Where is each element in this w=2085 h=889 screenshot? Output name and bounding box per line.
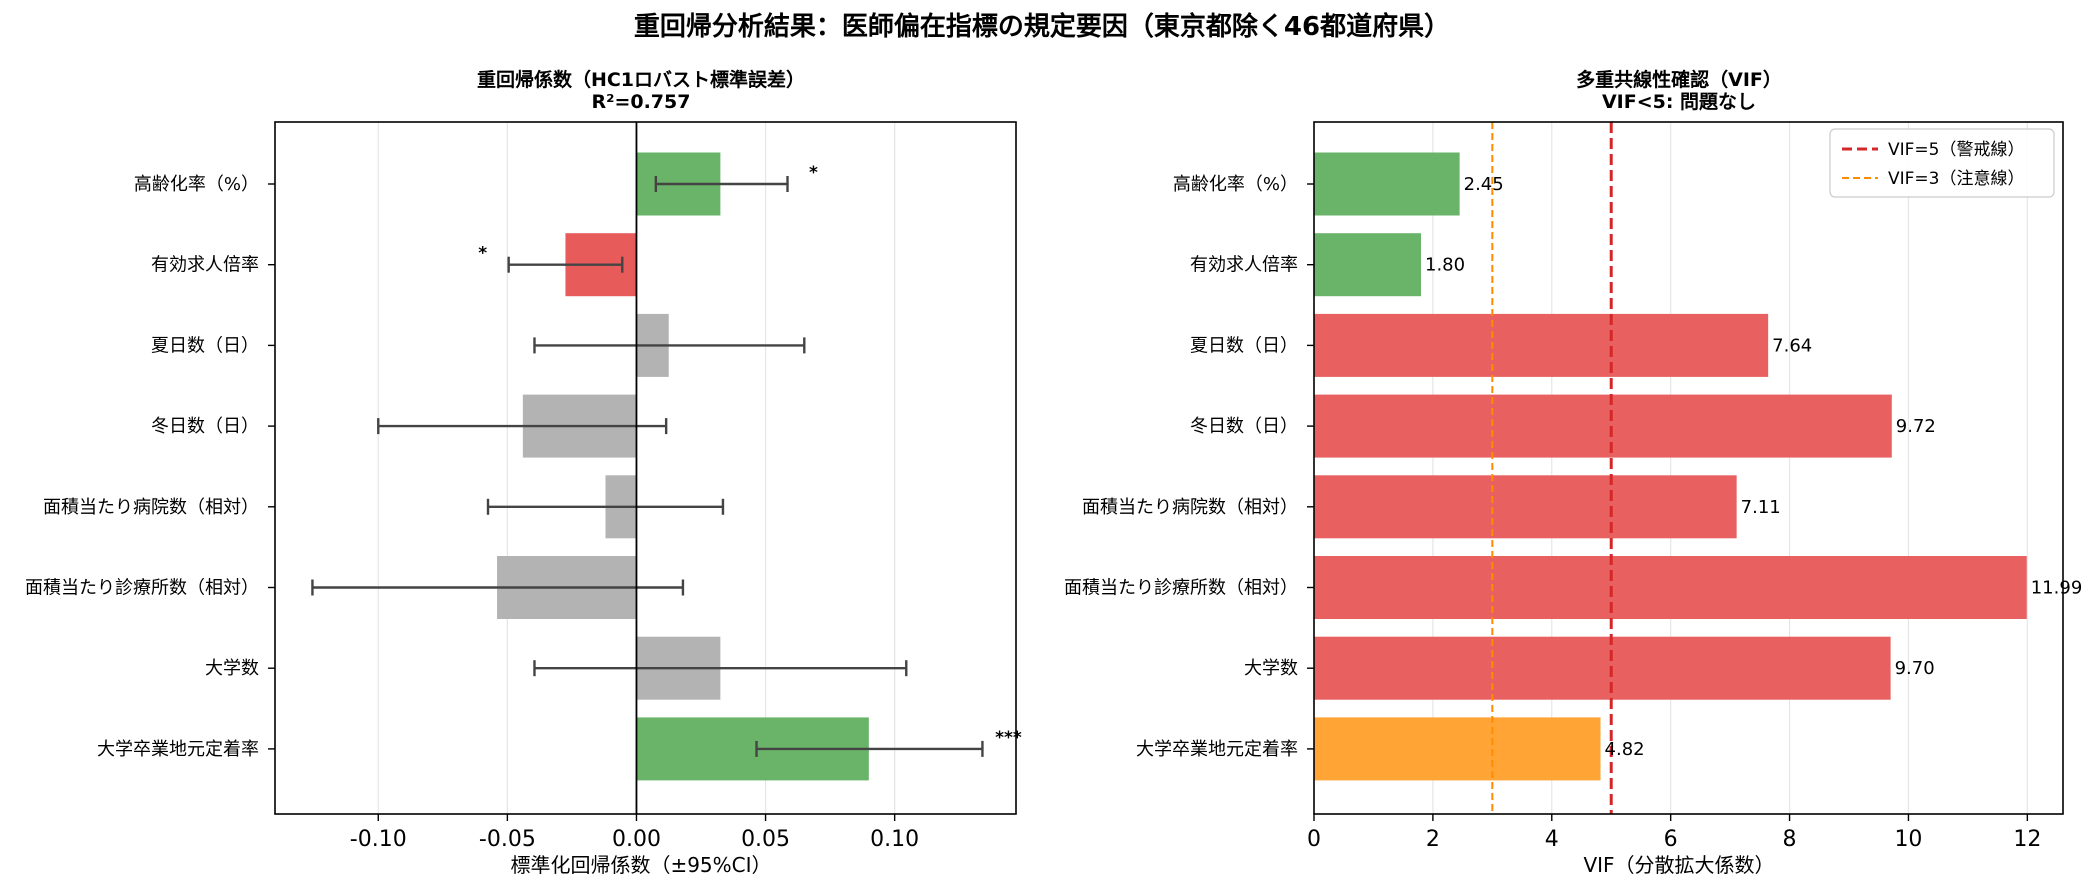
- legend-box: [1829, 128, 2055, 198]
- x-tick-label: -0.10: [350, 827, 407, 852]
- category-label: 面積当たり診療所数（相対）: [1064, 578, 1298, 599]
- category-label: 大学卒業地元定着率: [1136, 739, 1298, 760]
- vif-value-label: 1.80: [1425, 255, 1465, 276]
- coefficient-axes-frame: [274, 121, 1017, 815]
- vif-value-label: 2.45: [1464, 174, 1504, 195]
- x-tick-label: 2: [1426, 827, 1440, 852]
- significance-markers: *****: [478, 163, 1022, 748]
- vif-value-label: 7.64: [1772, 335, 1812, 356]
- vif-value-label: 9.70: [1895, 658, 1935, 679]
- category-label: 冬日数（日）: [151, 416, 259, 437]
- x-tick-label: 0.00: [612, 827, 661, 852]
- coefficient-x-ticks: -0.10 -0.05 0.00 0.05 0.10: [350, 814, 919, 852]
- vif-value-labels: 2.45 1.80 7.64 9.72 7.11 11.99 9.70 4.82: [1425, 174, 2082, 760]
- vif-gridlines: [1313, 122, 2028, 814]
- x-tick-label: 0.10: [870, 827, 919, 852]
- bar: [1314, 556, 2027, 619]
- coefficient-x-label: 標準化回帰係数（±95%CI）: [510, 853, 771, 877]
- bar: [1314, 394, 1892, 458]
- vif-value-label: 7.11: [1741, 497, 1781, 518]
- category-label: 面積当たり診療所数（相対）: [25, 578, 259, 599]
- coefficient-error-bars: [311, 176, 984, 757]
- category-label: 大学卒業地元定着率: [97, 739, 259, 760]
- vif-value-label: 4.82: [1605, 739, 1645, 760]
- x-tick-label: 12: [2013, 827, 2041, 852]
- x-tick-label: 8: [1783, 827, 1797, 852]
- bar: [1314, 717, 1601, 781]
- bar: [1314, 313, 1769, 377]
- bar: [1314, 233, 1421, 297]
- coefficient-title: 重回帰係数（HC1ロバスト標準誤差）: [477, 68, 805, 91]
- category-label: 有効求人倍率: [151, 255, 259, 276]
- category-label: 大学数: [205, 658, 259, 679]
- bar: [1314, 475, 1737, 539]
- category-label: 冬日数（日）: [1190, 416, 1298, 437]
- vif-axes-frame: [1313, 121, 2064, 815]
- x-tick-label: 6: [1664, 827, 1678, 852]
- category-label: 夏日数（日）: [151, 335, 259, 356]
- x-tick-label: 10: [1894, 827, 1922, 852]
- vif-value-label: 11.99: [2031, 578, 2083, 599]
- category-label: 高齢化率（%）: [134, 174, 259, 195]
- coefficient-panel: 重回帰係数（HC1ロバスト標準誤差） R²=0.757 ***** 高齢化率（%…: [25, 68, 1022, 877]
- coefficient-subtitle: R²=0.757: [592, 91, 691, 113]
- vif-x-ticks: 0 2 4 6 8 10 12: [1307, 814, 2041, 852]
- category-label: 大学数: [1244, 658, 1298, 679]
- x-tick-label: -0.05: [479, 827, 536, 852]
- vif-title: 多重共線性確認（VIF）: [1576, 68, 1782, 91]
- category-label: 面積当たり病院数（相対）: [1082, 497, 1298, 518]
- bar: [1314, 152, 1460, 216]
- vif-x-label: VIF（分散拡大係数）: [1583, 853, 1774, 877]
- coefficient-bars: [497, 152, 869, 781]
- significance-marker: ***: [995, 728, 1022, 748]
- significance-marker: *: [809, 163, 818, 183]
- bar: [1314, 636, 1891, 700]
- category-label: 面積当たり病院数（相対）: [43, 497, 259, 518]
- category-label: 有効求人倍率: [1190, 255, 1298, 276]
- vif-value-label: 9.72: [1896, 416, 1936, 437]
- figure-suptitle: 重回帰分析結果：医師偏在指標の規定要因（東京都除く46都道府県）: [634, 11, 1450, 42]
- legend-label: VIF=3（注意線）: [1888, 169, 2024, 189]
- x-tick-label: 4: [1545, 827, 1559, 852]
- vif-reference-lines: [1491, 122, 1613, 814]
- significance-marker: *: [478, 244, 487, 264]
- vif-subtitle: VIF<5: 問題なし: [1602, 91, 1756, 113]
- x-tick-label: 0: [1307, 827, 1321, 852]
- vif-bars: [1314, 152, 2027, 781]
- category-label: 夏日数（日）: [1190, 335, 1298, 356]
- vif-panel: 多重共線性確認（VIF） VIF<5: 問題なし 2.45 1.80 7.64 9.7…: [1064, 68, 2082, 877]
- legend-label: VIF=5（警戒線）: [1888, 140, 2024, 160]
- category-label: 高齢化率（%）: [1173, 174, 1298, 195]
- vif-legend: VIF=5（警戒線） VIF=3（注意線）: [1829, 128, 2055, 198]
- x-tick-label: 0.05: [741, 827, 790, 852]
